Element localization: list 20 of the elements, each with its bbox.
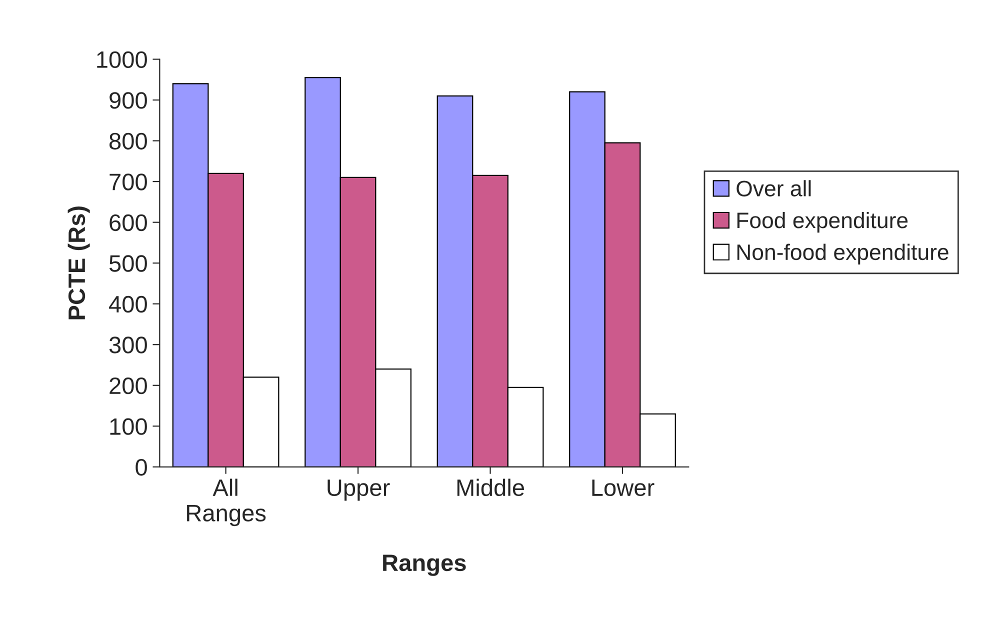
x-tick-label: Middle (457, 478, 524, 496)
y-tick-label: 600 (110, 214, 147, 232)
x-axis-title: Ranges (383, 554, 466, 576)
legend-label: Over all (736, 180, 811, 196)
y-tick-label: 800 (110, 132, 147, 150)
legend-label: Food expenditure (737, 212, 908, 233)
y-tick-label: 500 (109, 255, 147, 272)
y-tick-label: 700 (110, 174, 147, 190)
y-tick-label: 100 (110, 418, 147, 435)
y-tick-label: 900 (110, 92, 147, 109)
legend-label: Non-food expenditure (737, 244, 948, 264)
x-tick-label: Lower (592, 480, 654, 496)
x-tick-label: Upper (328, 480, 390, 501)
y-tick-label: 300 (109, 336, 147, 354)
y-axis-title: PCTE (Rs) (68, 206, 90, 320)
y-tick-label: 0 (136, 458, 147, 476)
y-tick-label: 1000 (97, 51, 147, 68)
y-tick-label: 400 (109, 296, 147, 313)
y-tick-label: 200 (110, 377, 147, 394)
x-tick-label: All Ranges (187, 478, 266, 526)
